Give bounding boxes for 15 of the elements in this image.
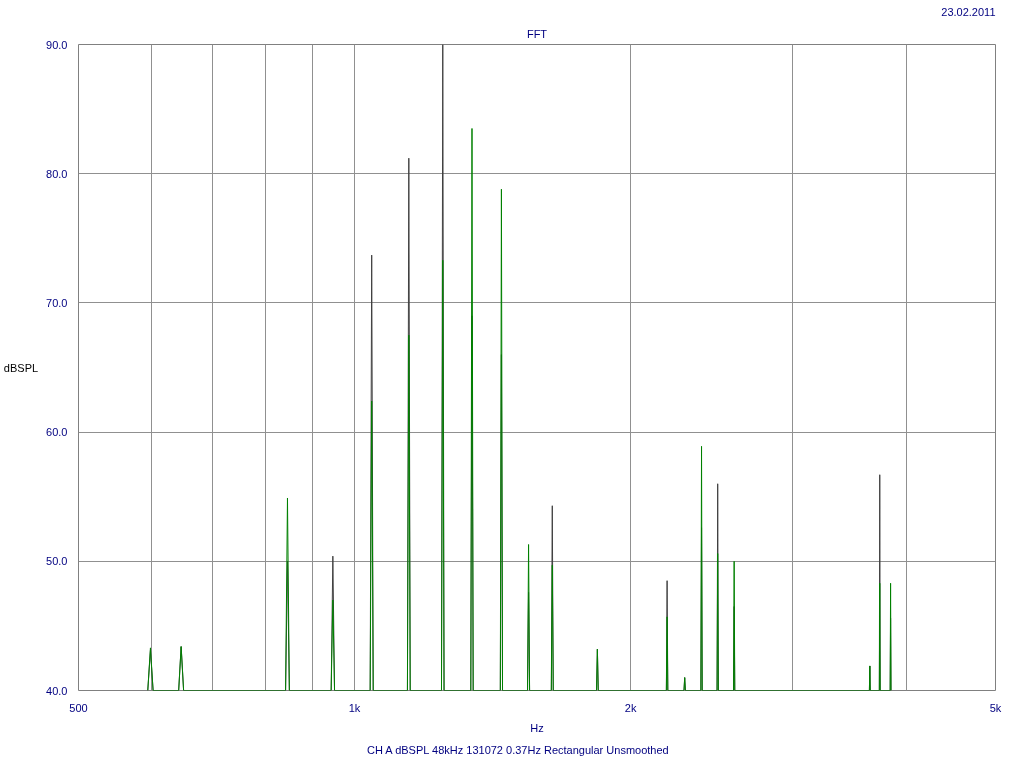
y-tick-label: 40.0 — [46, 684, 68, 697]
y-tick-label: 50.0 — [46, 555, 68, 568]
y-tick-label: 60.0 — [46, 426, 68, 439]
y-tick-label: 80.0 — [46, 167, 68, 180]
text: CH A dBSPL 48kHz 131072 0.37Hz Rectangular Unsmoothed — [367, 743, 669, 756]
x-tick-label: 500 — [69, 701, 88, 714]
x-axis-title: Hz — [530, 721, 544, 734]
y-tick-label: 90.0 — [46, 38, 68, 51]
x-tick-label: 2k — [624, 701, 637, 714]
x-tick-label: 5k — [989, 701, 1002, 714]
text: 23.02.2011 — [941, 5, 996, 18]
chart-title: FFT — [526, 27, 548, 40]
y-tick-label: 70.0 — [46, 296, 68, 309]
y-axis-title: dBSPL — [3, 361, 39, 374]
x-tick-label: 1k — [348, 701, 361, 714]
